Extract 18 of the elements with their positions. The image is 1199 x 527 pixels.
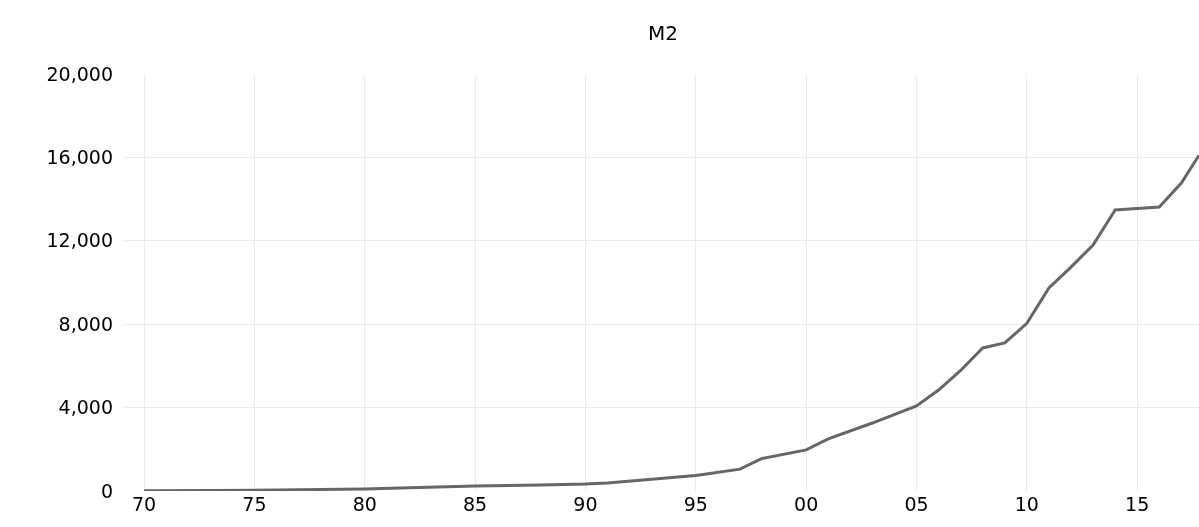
y-tick-label: 0 bbox=[100, 479, 113, 502]
x-tick-label: 70 bbox=[131, 493, 157, 515]
x-tick-label: 00 bbox=[794, 493, 819, 515]
x-tick-label: 85 bbox=[463, 493, 488, 515]
y-tick-label: 20,000 bbox=[46, 62, 113, 85]
x-tick-label: 90 bbox=[573, 493, 598, 515]
chart-title: M2 bbox=[648, 21, 679, 46]
x-tick-label: 80 bbox=[352, 493, 377, 515]
x-tick-label: 05 bbox=[904, 493, 929, 515]
y-tick-label: 16,000 bbox=[46, 146, 113, 169]
x-tick-label: 15 bbox=[1125, 493, 1150, 515]
line-series bbox=[142, 153, 1199, 491]
y-tick-label: 8,000 bbox=[58, 312, 113, 335]
x-tick-label: 10 bbox=[1014, 493, 1039, 515]
x-tick-label: 95 bbox=[683, 493, 708, 515]
x-tick-label: 75 bbox=[242, 493, 267, 515]
y-tick-label: 12,000 bbox=[46, 229, 113, 252]
y-tick-label: 4,000 bbox=[58, 396, 113, 419]
